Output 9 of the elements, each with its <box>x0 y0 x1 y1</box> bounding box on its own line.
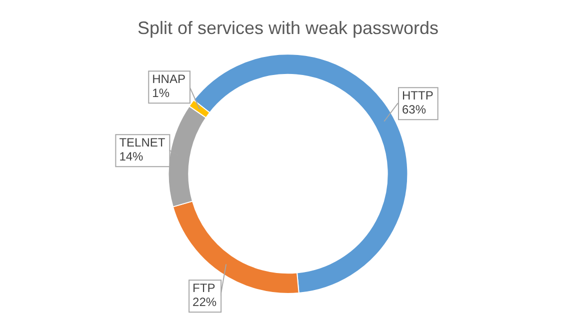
data-label: 63% <box>402 102 426 116</box>
slice-label: FTP <box>192 280 216 295</box>
slice-label: HNAP <box>152 72 186 86</box>
data-label: 14% <box>119 150 144 164</box>
data-label: 1% <box>152 86 170 100</box>
data-label: 22% <box>192 294 217 309</box>
chart-title: Split of services with weak passwords <box>137 18 439 38</box>
slice-label: HTTP <box>402 88 434 102</box>
slice-label: TELNET <box>119 136 166 150</box>
